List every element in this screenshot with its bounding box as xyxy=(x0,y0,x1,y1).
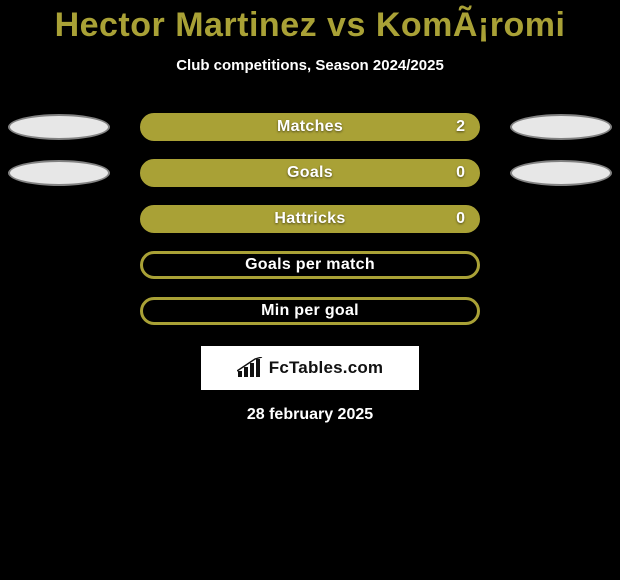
bar-value: 0 xyxy=(456,164,465,182)
page-title: Hector Martinez vs KomÃ¡romi xyxy=(0,0,620,45)
bar-label: Hattricks xyxy=(274,210,345,228)
bar-label: Matches xyxy=(277,118,343,136)
bar-wrap: Matches 2 xyxy=(140,113,480,141)
bar-label: Min per goal xyxy=(261,302,359,320)
bar-value: 0 xyxy=(456,210,465,228)
row-goals: Goals 0 xyxy=(0,150,620,196)
left-oval xyxy=(8,160,110,186)
bar-wrap: Min per goal xyxy=(140,297,480,325)
logo-text: FcTables.com xyxy=(269,358,384,378)
row-matches: Matches 2 xyxy=(0,104,620,150)
bar-label: Goals xyxy=(287,164,333,182)
bar-label: Goals per match xyxy=(245,256,375,274)
bar-wrap: Hattricks 0 xyxy=(140,205,480,233)
stat-bar: Matches 2 xyxy=(140,113,480,141)
row-hattricks: Hattricks 0 xyxy=(0,196,620,242)
stat-bar: Min per goal xyxy=(140,297,480,325)
row-min-per-goal: Min per goal xyxy=(0,288,620,334)
comparison-rows: Matches 2 Goals 0 Hattricks 0 xyxy=(0,104,620,334)
chart-bars-icon xyxy=(237,357,263,379)
left-oval xyxy=(8,114,110,140)
bar-value: 2 xyxy=(456,118,465,136)
right-oval xyxy=(510,114,612,140)
bar-wrap: Goals 0 xyxy=(140,159,480,187)
stat-bar: Goals per match xyxy=(140,251,480,279)
stat-bar: Hattricks 0 xyxy=(140,205,480,233)
stat-bar: Goals 0 xyxy=(140,159,480,187)
date-label: 28 february 2025 xyxy=(0,406,620,424)
right-oval xyxy=(510,160,612,186)
logo-badge: FcTables.com xyxy=(201,346,419,390)
row-goals-per-match: Goals per match xyxy=(0,242,620,288)
subtitle: Club competitions, Season 2024/2025 xyxy=(0,57,620,74)
bar-wrap: Goals per match xyxy=(140,251,480,279)
